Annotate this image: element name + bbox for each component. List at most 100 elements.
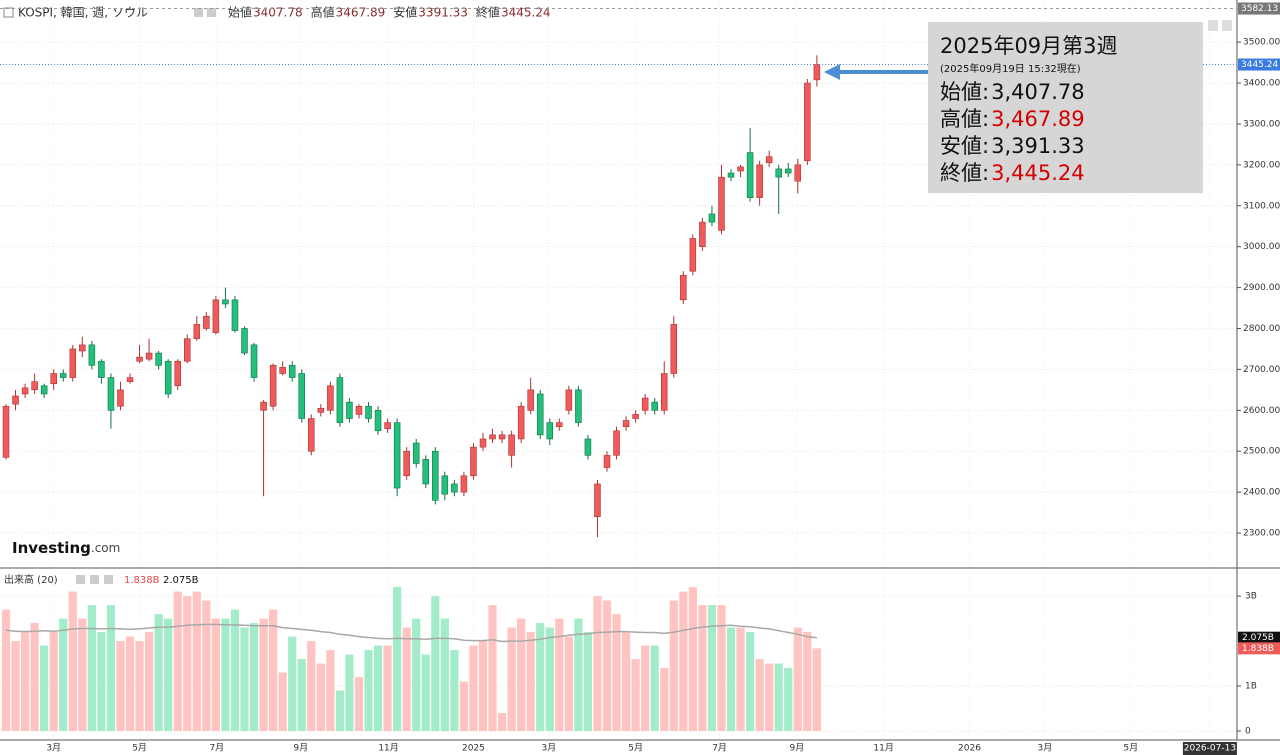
candle-body (613, 430, 620, 456)
volume-bar (221, 618, 230, 732)
candle-body (498, 434, 506, 440)
pane-button[interactable] (1222, 20, 1232, 31)
volume-bar (488, 605, 497, 732)
y-tick-label: 3500.00 (1243, 38, 1280, 48)
candle-body (98, 360, 105, 378)
volume-bar (412, 618, 421, 732)
candle-body (79, 344, 86, 352)
candle-body (260, 401, 267, 411)
volume-bar (202, 600, 211, 732)
volume-bar (736, 627, 745, 732)
info-label: 安値: (940, 134, 989, 158)
candle-body (374, 410, 382, 432)
settings-icon[interactable] (76, 575, 85, 584)
y-tick-label: 2800.00 (1243, 324, 1280, 334)
volume-bar (755, 659, 764, 732)
candle-body (250, 344, 258, 378)
volume-bar (631, 659, 640, 732)
candle-body (174, 360, 181, 387)
candle-body (346, 401, 353, 419)
candle-body (594, 483, 601, 517)
x-tick-label: 11月 (873, 743, 893, 754)
candle-body (756, 164, 763, 198)
candle-body (136, 356, 143, 362)
ohlc-value: 3445.24 (501, 6, 551, 20)
pane-button[interactable] (1208, 20, 1218, 31)
volume-bar (125, 636, 135, 732)
volume-bar (765, 663, 774, 732)
volume-bar (507, 627, 516, 732)
volume-bar (87, 605, 96, 732)
volume-bar (259, 618, 268, 732)
volume-bar (316, 663, 325, 732)
candle-body (460, 475, 468, 493)
close-icon[interactable] (207, 8, 216, 17)
candle-body (88, 344, 96, 366)
volume-bar (116, 641, 125, 732)
info-title: 2025年09月第3週 (940, 34, 1118, 58)
volume-bar (726, 627, 736, 732)
candle-body (565, 389, 573, 411)
candle-body (21, 387, 29, 395)
volume-bar (383, 645, 392, 732)
candle-body (203, 315, 210, 329)
ma-tag-label: 2.075B (1242, 633, 1274, 643)
info-value: 3,407.78 (991, 80, 1085, 104)
volume-layer (1, 587, 821, 732)
volume-bar (49, 632, 58, 732)
ohlc-header: 始値 3407.78 高値 3467.89 安値 3391.33 終値 3445.24 (228, 5, 551, 20)
candle-body (746, 152, 754, 198)
y-tick-label: 3000.00 (1243, 242, 1280, 252)
settings-icon[interactable] (194, 8, 203, 17)
volume-bar (68, 591, 77, 732)
candle-body (765, 156, 773, 164)
candle-body (241, 328, 248, 354)
volume-tick-label: 3B (1245, 592, 1257, 602)
y-tick-label: 2600.00 (1243, 406, 1280, 416)
last-price-label: 3445.24 (1241, 60, 1278, 70)
volume-bar (154, 614, 163, 732)
volume-bar (307, 641, 316, 732)
info-subtitle: (2025年09月19日 15:32現在) (940, 62, 1081, 75)
volume-bar (803, 632, 812, 732)
info-box (928, 22, 1203, 193)
volume-bar (373, 645, 383, 732)
x-tick-label: 7月 (712, 743, 727, 754)
candle-body (222, 299, 229, 305)
candle-body (2, 405, 10, 458)
candle-body (184, 338, 191, 362)
last-price-tag (1238, 58, 1280, 71)
candle-body (470, 446, 477, 477)
x-tick-label: 3月 (1038, 743, 1053, 754)
volume-tag-label: 1.838B (1242, 644, 1274, 654)
candle-body (412, 442, 420, 464)
volume-bar (774, 663, 783, 732)
close-icon[interactable] (104, 575, 113, 584)
collapse-icon[interactable] (3, 7, 14, 18)
volume-bar (230, 609, 240, 732)
candle-body (40, 385, 48, 395)
candle-body (536, 393, 544, 436)
candle-body (231, 299, 239, 331)
volume-bar (106, 605, 116, 732)
volume-value: 1.838B (124, 575, 160, 586)
info-value: 3,467.89 (991, 107, 1085, 131)
volume-bar (97, 632, 106, 732)
volume-bar (135, 641, 144, 732)
candle-body (336, 377, 344, 423)
volume-bar (345, 654, 354, 732)
volume-bar (364, 650, 373, 732)
ohlc-label: 始値 (228, 5, 252, 20)
candle-body (527, 389, 534, 411)
range-high-tag (1238, 2, 1280, 15)
candle-body (641, 397, 649, 411)
volume-bar (812, 648, 821, 732)
symbol: KOSPI, 韓国, 週, ソウル (18, 6, 148, 20)
x-tick-label: 2025 (462, 744, 485, 754)
settings-icon[interactable] (90, 575, 99, 584)
candle-body (145, 352, 153, 360)
volume-bar (669, 600, 678, 732)
candle-body (680, 275, 687, 301)
candle-body (708, 213, 716, 223)
